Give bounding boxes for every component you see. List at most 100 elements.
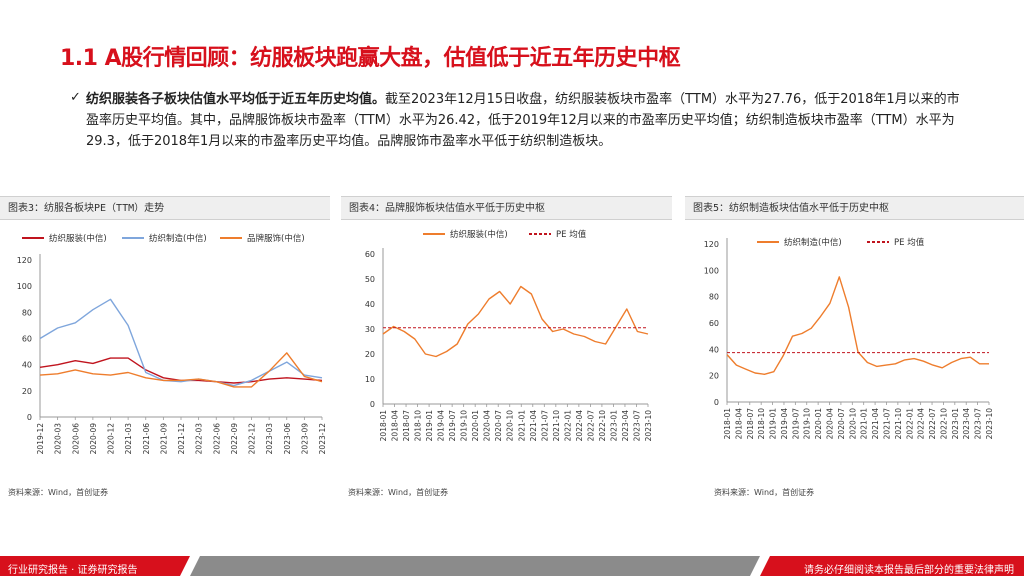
chart3-legend: 纺织服装(中信) 纺织制造(中信) 品牌服饰(中信) <box>22 233 305 244</box>
y-tick-label: 40 <box>22 361 32 370</box>
y-tick-label: 40 <box>709 345 719 354</box>
chart3-header: 图表3：纺服各板块PE（TTM）走势 <box>0 196 330 220</box>
x-tick-label: 2022-09 <box>230 423 239 455</box>
x-tick-label: 2022-04 <box>575 410 584 442</box>
x-tick-label: 2018-07 <box>746 408 755 440</box>
x-tick-label: 2020-12 <box>107 423 116 455</box>
chart4-series <box>382 285 649 358</box>
x-tick-label: 2022-01 <box>563 410 572 442</box>
series-line <box>39 352 323 388</box>
y-tick-label: 80 <box>22 308 32 317</box>
y-tick-label: 0 <box>27 413 32 422</box>
legend-label: 纺织服装(中信) <box>49 233 107 244</box>
x-tick-label: 2023-01 <box>609 410 618 442</box>
chart4-source: 资料来源：Wind，首创证券 <box>348 488 449 497</box>
x-tick-label: 2020-01 <box>814 408 823 440</box>
x-tick-label: 2021-01 <box>517 410 526 442</box>
x-tick-label: 2023-03 <box>265 423 274 455</box>
y-tick-label: 60 <box>22 335 32 344</box>
chart4-x-axis: 2018-01 2018-04 2018-07 2018-10 2019-01 2019-… <box>379 403 653 442</box>
x-tick-label: 2022-10 <box>939 408 948 440</box>
y-tick-label: 10 <box>365 375 375 384</box>
x-tick-label: 2019-07 <box>448 410 457 442</box>
y-tick-label: 120 <box>704 240 719 249</box>
x-tick-label: 2023-01 <box>951 408 960 440</box>
x-tick-label: 2018-10 <box>757 408 766 440</box>
x-tick-label: 2018-10 <box>414 410 423 442</box>
x-tick-label: 2019-04 <box>780 408 789 440</box>
y-tick-label: 60 <box>709 319 719 328</box>
x-tick-label: 2021-10 <box>552 410 561 442</box>
chart5-source: 资料来源：Wind，首创证券 <box>714 488 815 497</box>
x-tick-label: 2021-07 <box>540 410 549 442</box>
x-tick-label: 2023-06 <box>283 423 292 455</box>
x-tick-label: 2019-07 <box>791 408 800 440</box>
x-tick-label: 2018-01 <box>723 408 732 440</box>
summary-bold: 纺织服装各子板块估值水平均低于近五年历史均值。 <box>86 92 386 107</box>
chart3-x-axis: 2019-12 2020-03 2020-06 2020-09 2020-12 2021-… <box>36 416 327 455</box>
chart3-svg: 纺织服装(中信) 纺织制造(中信) 品牌服饰(中信) 0 20 40 60 80 100 120… <box>17 233 327 455</box>
x-tick-label: 2022-12 <box>248 423 257 455</box>
chart3-series <box>39 298 323 388</box>
y-tick-label: 50 <box>365 275 375 284</box>
x-tick-label: 2023-04 <box>621 410 630 442</box>
x-tick-label: 2022-07 <box>928 408 937 440</box>
series-line <box>39 298 323 387</box>
x-tick-label: 2021-04 <box>529 410 538 442</box>
x-tick-label: 2020-04 <box>483 410 492 442</box>
y-tick-label: 100 <box>17 282 32 291</box>
legend-label: 纺织制造(中信) <box>149 233 207 244</box>
legend-label: 纺织制造(中信) <box>784 237 842 248</box>
x-tick-label: 2023-04 <box>962 408 971 440</box>
series-line <box>726 276 989 375</box>
x-tick-label: 2021-01 <box>860 408 869 440</box>
x-tick-label: 2020-06 <box>71 423 80 455</box>
x-tick-label: 2020-04 <box>826 408 835 440</box>
x-tick-label: 2019-10 <box>460 410 469 442</box>
x-tick-label: 2020-01 <box>471 410 480 442</box>
x-tick-label: 2020-03 <box>54 423 63 455</box>
legend-label: 品牌服饰(中信) <box>247 233 305 244</box>
x-tick-label: 2021-06 <box>142 423 151 455</box>
y-tick-label: 20 <box>365 350 375 359</box>
x-tick-label: 2019-10 <box>803 408 812 440</box>
x-tick-label: 2021-12 <box>177 423 186 455</box>
footer-left-text: 行业研究报告 · 证券研究报告 <box>8 565 138 576</box>
y-tick-label: 100 <box>704 266 719 275</box>
x-tick-label: 2023-10 <box>985 408 994 440</box>
y-tick-label: 30 <box>365 325 375 334</box>
x-tick-label: 2022-10 <box>598 410 607 442</box>
legend-label: PE 均值 <box>556 229 587 240</box>
x-tick-label: 2020-10 <box>506 410 515 442</box>
chart4-legend: 纺织服装(中信) PE 均值 <box>423 229 587 240</box>
x-tick-label: 2022-01 <box>905 408 914 440</box>
series-line <box>382 285 649 358</box>
x-tick-label: 2021-04 <box>871 408 880 440</box>
chart5-header: 图表5：纺织制造板块估值水平低于历史中枢 <box>685 196 1024 220</box>
x-tick-label: 2018-07 <box>402 410 411 442</box>
chart5-y-axis: 0 20 40 60 80 100 120 <box>704 238 728 407</box>
x-tick-label: 2021-10 <box>894 408 903 440</box>
y-tick-label: 0 <box>714 398 719 407</box>
x-tick-label: 2018-04 <box>391 410 400 442</box>
x-tick-label: 2020-07 <box>837 408 846 440</box>
footer-right-text: 请务必仔细阅读本报告最后部分的重要法律声明 <box>804 565 1014 576</box>
x-tick-label: 2018-04 <box>734 408 743 440</box>
x-tick-label: 2021-07 <box>882 408 891 440</box>
chart5-x-axis: 2018-01 2018-04 2018-07 2018-10 2019-01 2019-… <box>723 401 994 440</box>
chart4-header: 图表4：品牌服饰板块估值水平低于历史中枢 <box>341 196 672 220</box>
x-tick-label: 2019-01 <box>769 408 778 440</box>
y-tick-label: 60 <box>365 250 375 259</box>
x-tick-label: 2019-01 <box>425 410 434 442</box>
x-tick-label: 2022-06 <box>212 423 221 455</box>
x-tick-label: 2023-07 <box>632 410 641 442</box>
x-tick-label: 2019-04 <box>437 410 446 442</box>
chart5-legend: 纺织制造(中信) PE 均值 <box>757 237 925 248</box>
chart5-series <box>726 276 989 375</box>
x-tick-label: 2023-12 <box>318 423 327 455</box>
legend-label: 纺织服装(中信) <box>450 229 508 240</box>
x-tick-label: 2023-10 <box>644 410 653 442</box>
y-tick-label: 80 <box>709 293 719 302</box>
